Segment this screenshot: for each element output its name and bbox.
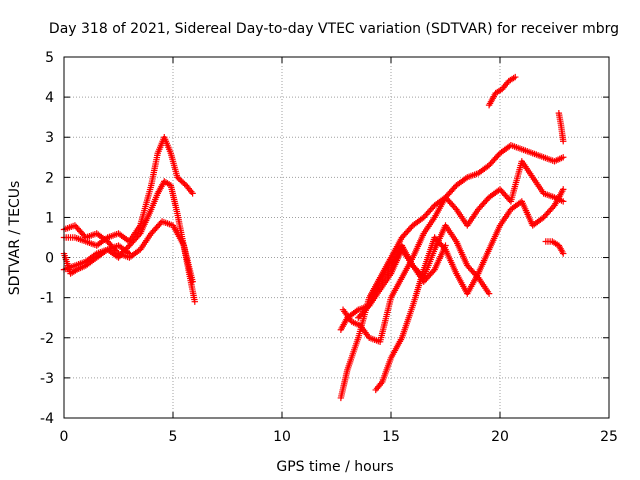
data-point xyxy=(560,154,567,161)
y-tick-label: 2 xyxy=(45,170,54,186)
y-tick-label: 0 xyxy=(45,251,54,267)
y-tick-label: 3 xyxy=(45,130,54,146)
data-point xyxy=(549,203,557,211)
y-tick-label: 4 xyxy=(45,90,54,106)
data-series xyxy=(60,73,567,402)
data-point xyxy=(485,290,493,297)
y-tick-label: 1 xyxy=(45,210,54,226)
data-point xyxy=(364,303,372,311)
series-track-e xyxy=(337,142,567,402)
data-point xyxy=(442,242,449,249)
data-point xyxy=(560,186,567,193)
series-track-i xyxy=(355,242,449,321)
data-point xyxy=(430,267,437,275)
series-track-j xyxy=(485,73,519,109)
series-track-c xyxy=(60,218,196,285)
series-track-l xyxy=(555,109,567,145)
data-point xyxy=(189,278,196,285)
data-point xyxy=(181,180,188,188)
y-tick-label: -3 xyxy=(40,371,54,387)
data-point xyxy=(135,231,143,239)
x-tick-label: 20 xyxy=(491,429,509,445)
data-point xyxy=(512,73,519,81)
series-track-g xyxy=(339,158,567,345)
data-point xyxy=(191,298,198,305)
data-point xyxy=(560,250,567,257)
series-track-k xyxy=(542,238,567,257)
data-point xyxy=(126,250,133,257)
series-track-b xyxy=(60,134,196,249)
data-point xyxy=(189,190,196,197)
x-tick-label: 5 xyxy=(169,429,178,445)
plot-frame xyxy=(63,56,610,419)
x-tick-label: 15 xyxy=(382,429,400,445)
data-point xyxy=(560,138,567,145)
x-tick-label: 25 xyxy=(600,429,618,445)
x-tick-label: 0 xyxy=(60,429,69,445)
y-tick-label: -4 xyxy=(40,411,54,427)
series-track-h xyxy=(372,186,567,394)
x-tick-label: 10 xyxy=(273,429,291,445)
x-axis-label: GPS time / hours xyxy=(276,459,393,475)
chart-title: Day 318 of 2021, Sidereal Day-to-day VTE… xyxy=(49,21,619,37)
data-point xyxy=(451,204,459,212)
y-tick-label: 5 xyxy=(45,50,54,66)
y-tick-label: -2 xyxy=(40,331,54,347)
y-tick-label: -1 xyxy=(40,291,54,307)
y-axis-label: SDTVAR / TECUs xyxy=(7,181,23,296)
series-track-d xyxy=(60,242,133,277)
data-point xyxy=(560,198,567,205)
